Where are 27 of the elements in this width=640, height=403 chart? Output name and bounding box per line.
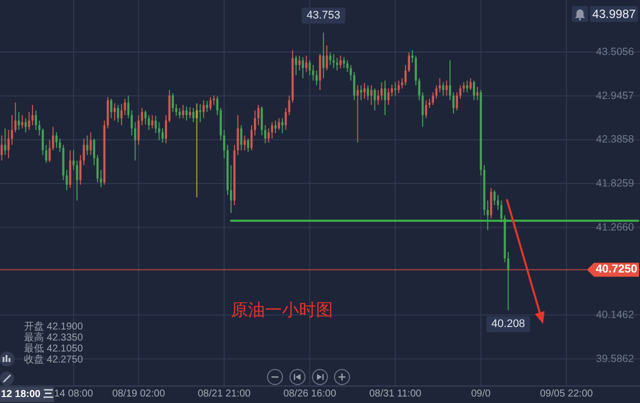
x-tick-label: 09/05 22:00: [540, 388, 593, 400]
ref-label: 40.7250: [587, 262, 639, 277]
ohlc-info: 最高 42.3350: [24, 332, 83, 344]
alert-price: 43.9987: [590, 6, 638, 22]
y-tick-label: 39.5862: [596, 352, 634, 365]
x-tick-label: 14 08:00: [54, 388, 94, 400]
crosshair-time: 12 18:00 三: [0, 387, 54, 402]
title: 原油一小时图: [231, 300, 333, 320]
x-tick-label: 08/19 02:00: [112, 388, 166, 400]
price-label: 43.753: [302, 8, 346, 24]
y-tick-label: 42.3858: [596, 134, 634, 146]
x-tick-label: 08/31 11:00: [369, 388, 422, 400]
y-tick-label: 41.8259: [596, 178, 634, 190]
annotation: 40.208: [491, 318, 526, 330]
x-tick-label: 09/0: [471, 388, 491, 400]
y-tick-label: 40.1462: [596, 309, 634, 322]
x-tick-label: 08/21 21:00: [198, 388, 251, 400]
ohlc-info: 开盘 42.1900: [24, 322, 83, 332]
y-tick-label: 42.9457: [596, 90, 634, 102]
y-tick-label: 41.2660: [596, 221, 634, 234]
price-label: 40.208: [486, 316, 530, 332]
ohlc-info: 最低 42.1050: [24, 344, 83, 354]
y-tick-label: 43.5056: [596, 46, 634, 58]
annotation: 43.753: [306, 10, 340, 22]
ohlc-info: 收盘 42.2750: [24, 354, 83, 366]
x-tick-label: 08/26 16:00: [283, 388, 336, 400]
ref-line-label: 40.7250: [596, 264, 638, 276]
